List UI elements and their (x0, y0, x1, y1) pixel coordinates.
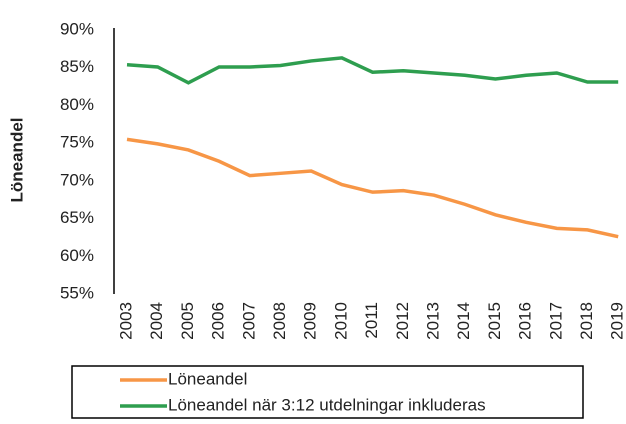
x-tick-label: 2006 (209, 302, 228, 340)
legend-label: Löneandel (168, 369, 247, 388)
y-axis-label: Löneandel (7, 117, 26, 202)
y-tick-label: 85% (60, 57, 94, 76)
y-tick-label: 55% (60, 283, 94, 302)
x-tick-label: 2014 (454, 302, 473, 340)
y-tick-label: 70% (60, 170, 94, 189)
x-tick-label: 2018 (577, 302, 596, 340)
x-tick-label: 2015 (485, 302, 504, 340)
x-tick-label: 2017 (546, 302, 565, 340)
y-tick-label: 80% (60, 95, 94, 114)
x-tick-label: 2016 (516, 302, 535, 340)
x-tick-label: 2009 (301, 302, 320, 340)
x-tick-label: 2003 (116, 302, 135, 340)
x-tick-label: 2008 (270, 302, 289, 340)
legend-box (71, 365, 584, 419)
x-tick-label: 2019 (608, 302, 626, 340)
line-series (126, 56, 619, 85)
legend-label: Löneandel när 3:12 utdelningar inkludera… (168, 395, 486, 414)
x-tick-label: 2011 (362, 302, 381, 339)
x-tick-label: 2010 (331, 302, 350, 340)
x-tick-label: 2007 (239, 302, 258, 340)
x-tick-label: 2013 (423, 302, 442, 340)
x-tick-label: 2005 (178, 302, 197, 340)
y-tick-label: 75% (60, 133, 94, 152)
y-tick-label: 60% (60, 246, 94, 265)
y-tick-label: 65% (60, 208, 94, 227)
x-tick-label: 2004 (147, 302, 166, 340)
x-tick-label: 2012 (393, 302, 412, 340)
line-series (126, 137, 619, 239)
y-tick-label: 90% (60, 19, 94, 38)
